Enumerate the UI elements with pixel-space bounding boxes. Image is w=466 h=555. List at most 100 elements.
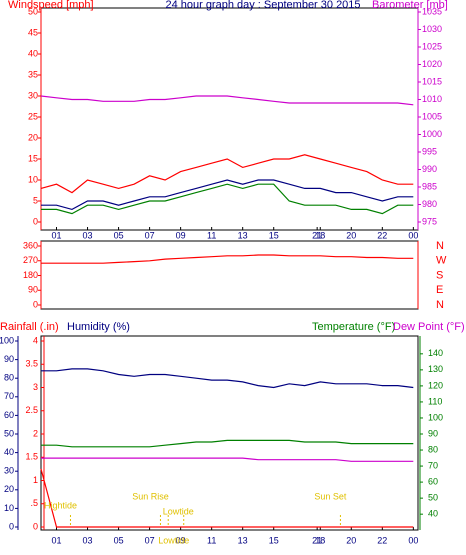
y-tick-label: 5	[33, 195, 38, 205]
series-line	[41, 368, 414, 389]
y2-tick-label: 995	[422, 146, 437, 156]
y2-tick-label: 990	[422, 164, 437, 174]
y-tick-label: 0	[33, 299, 38, 309]
series-label: Dew Point (°F)	[393, 321, 465, 333]
y2-tick-label: 1000	[422, 129, 442, 139]
y2-tick-label: 130	[428, 364, 443, 374]
series-line	[41, 439, 414, 448]
axis-title: 24 hour graph day : September 30 2015	[165, 0, 360, 11]
y-tick-label: .5	[30, 498, 38, 508]
y-tick-label: 10	[28, 174, 38, 184]
x-tick-label: 11	[207, 230, 216, 240]
axis-title: Rainfall (.in)	[0, 321, 59, 333]
x-tick-label: 20	[346, 230, 356, 240]
x-tick-label: 21	[312, 535, 322, 545]
y-tick-label: 30	[28, 90, 38, 100]
series-line	[41, 179, 414, 211]
x-tick-label: 00	[408, 535, 418, 545]
x-tick-label: 20	[346, 535, 356, 545]
x-tick-label: 18	[315, 230, 325, 240]
series-line	[40, 95, 414, 106]
y-tick-label: 360	[23, 240, 38, 250]
x-tick-label: 13	[238, 230, 248, 240]
x-tick-label: 11	[207, 535, 216, 545]
y-tick-label: 15	[28, 153, 38, 163]
x-tick-label: 03	[83, 230, 93, 240]
x-tick-label: 00	[408, 230, 418, 240]
y2-tick-label: 50	[428, 493, 438, 503]
axis-title: Humidity (%)	[67, 321, 130, 333]
y-tick-label: 0	[33, 521, 38, 531]
y2-tick-label: 110	[428, 396, 442, 406]
y2-tick-label: S	[436, 269, 443, 281]
axis-title: Windspeed [mph]	[8, 0, 94, 11]
y2-tick-label: 80	[428, 444, 438, 454]
x-tick-label: 09	[176, 230, 186, 240]
plot-area	[40, 335, 419, 531]
y2-tick-label: 1020	[422, 59, 442, 69]
y-tick-label: 3.5	[25, 359, 38, 369]
y-tick-label: 90	[28, 285, 38, 295]
y3-tick-label: 80	[4, 373, 14, 383]
axis-title: Barometer [mb]	[372, 0, 448, 11]
x-tick-label: 21	[312, 230, 322, 240]
y2-tick-label: 40	[428, 509, 438, 519]
y-tick-label: 270	[23, 255, 38, 265]
y2-tick-label: 100	[428, 412, 443, 422]
y-tick-label: 0	[33, 216, 38, 226]
y2-tick-label: 120	[428, 380, 443, 390]
y-tick-label: 180	[23, 270, 38, 280]
annotation: Lowtide	[158, 535, 189, 545]
x-tick-label: 03	[83, 535, 93, 545]
y-tick-label: 50	[28, 6, 38, 16]
y2-tick-label: 140	[428, 348, 443, 358]
y-tick-label: 35	[28, 69, 38, 79]
axis-title: Temperature (°F)	[312, 321, 395, 333]
y2-tick-label: 90	[428, 428, 438, 438]
annotation: Lowtide	[163, 506, 194, 516]
x-tick-label: 18	[315, 535, 325, 545]
plot-area	[40, 7, 419, 231]
y3-tick-label: 10	[4, 503, 14, 513]
y-tick-label: 40	[28, 48, 38, 58]
y3-tick-label: 30	[4, 466, 14, 476]
plot-area	[40, 240, 419, 310]
annotation: Sun Rise	[132, 491, 169, 501]
x-tick-label: 01	[52, 535, 62, 545]
y-tick-label: 2	[33, 428, 38, 438]
y2-tick-label: 1030	[422, 24, 442, 34]
y3-tick-label: 60	[4, 410, 14, 420]
y3-tick-label: 0	[9, 521, 14, 531]
x-tick-label: 07	[145, 230, 155, 240]
y2-tick-label: 1010	[422, 94, 442, 104]
y-tick-label: 25	[28, 111, 38, 121]
x-tick-label: 05	[114, 230, 124, 240]
x-tick-label: 13	[238, 535, 248, 545]
y-tick-label: 20	[28, 132, 38, 142]
y3-tick-label: 40	[4, 447, 14, 457]
y-tick-label: 4	[33, 335, 38, 345]
series-line	[40, 468, 414, 528]
y3-tick-label: 20	[4, 484, 14, 494]
y2-tick-label: 1005	[422, 111, 442, 121]
x-tick-label: 22	[377, 230, 387, 240]
y-tick-label: 45	[28, 27, 38, 37]
x-tick-label: 15	[269, 535, 279, 545]
y3-tick-label: 70	[4, 391, 14, 401]
y2-tick-label: 1035	[422, 6, 442, 16]
x-tick-label: 15	[269, 230, 279, 240]
y2-tick-label: 980	[422, 199, 437, 209]
y2-tick-label: 975	[422, 216, 437, 226]
x-tick-label: 05	[114, 535, 124, 545]
y3-tick-label: 100	[0, 335, 14, 345]
x-tick-label: 01	[52, 230, 62, 240]
y3-tick-label: 90	[4, 354, 14, 364]
y2-tick-label: 60	[428, 476, 438, 486]
annotation: Sun Set	[314, 491, 347, 501]
x-tick-label: 07	[145, 535, 155, 545]
y3-tick-label: 50	[4, 428, 14, 438]
x-tick-label: 22	[377, 535, 387, 545]
y2-tick-label: 70	[428, 460, 438, 470]
series-line	[41, 457, 414, 462]
annotation: Hightide	[44, 500, 77, 510]
